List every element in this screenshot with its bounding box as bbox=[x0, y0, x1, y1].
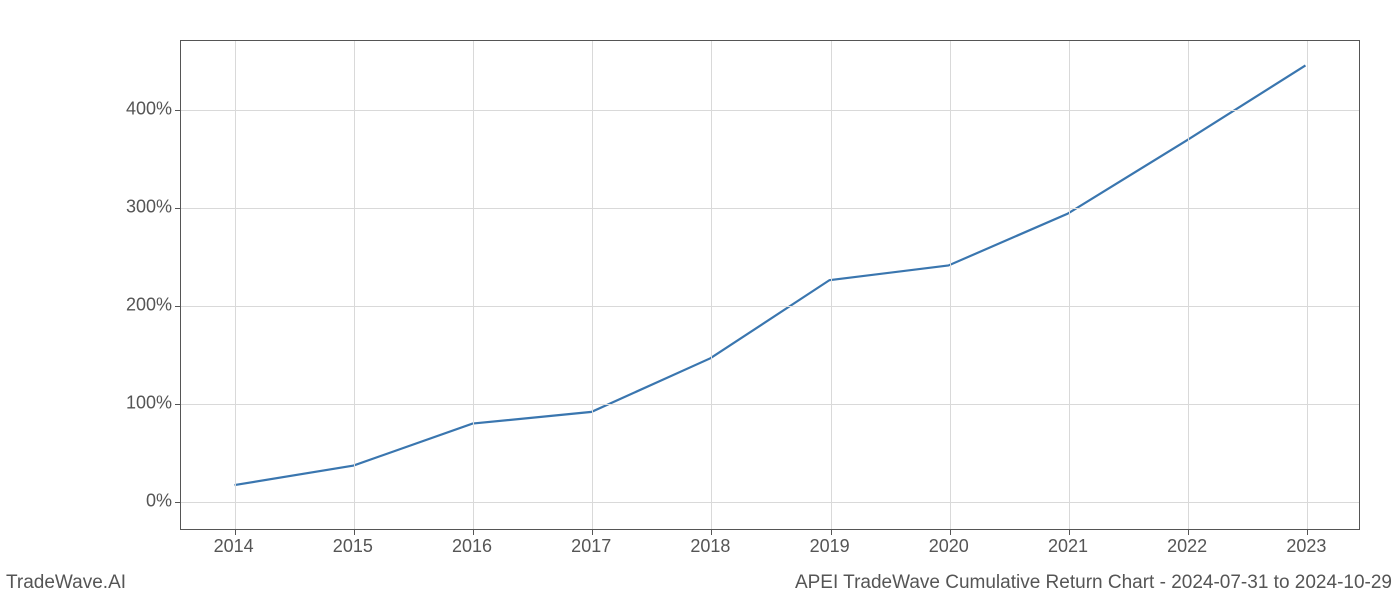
plot-area bbox=[180, 40, 1360, 530]
gridline-vertical bbox=[1069, 41, 1070, 529]
ytick-mark bbox=[175, 306, 181, 307]
ytick-label: 0% bbox=[146, 490, 172, 511]
xtick-label: 2023 bbox=[1286, 536, 1326, 557]
ytick-label: 300% bbox=[126, 196, 172, 217]
gridline-vertical bbox=[473, 41, 474, 529]
xtick-mark bbox=[831, 529, 832, 535]
xtick-mark bbox=[473, 529, 474, 535]
gridline-vertical bbox=[592, 41, 593, 529]
ytick-label: 100% bbox=[126, 392, 172, 413]
ytick-mark bbox=[175, 404, 181, 405]
line-chart-svg bbox=[181, 41, 1359, 529]
ytick-mark bbox=[175, 110, 181, 111]
gridline-vertical bbox=[711, 41, 712, 529]
chart-container bbox=[180, 40, 1360, 530]
xtick-mark bbox=[592, 529, 593, 535]
xtick-label: 2021 bbox=[1048, 536, 1088, 557]
xtick-mark bbox=[1069, 529, 1070, 535]
xtick-label: 2020 bbox=[929, 536, 969, 557]
xtick-label: 2016 bbox=[452, 536, 492, 557]
ytick-label: 400% bbox=[126, 98, 172, 119]
ytick-label: 200% bbox=[126, 294, 172, 315]
gridline-vertical bbox=[1307, 41, 1308, 529]
xtick-label: 2019 bbox=[810, 536, 850, 557]
gridline-vertical bbox=[235, 41, 236, 529]
xtick-label: 2017 bbox=[571, 536, 611, 557]
gridline-vertical bbox=[1188, 41, 1189, 529]
xtick-label: 2015 bbox=[333, 536, 373, 557]
gridline-horizontal bbox=[181, 208, 1359, 209]
gridline-horizontal bbox=[181, 404, 1359, 405]
ytick-mark bbox=[175, 208, 181, 209]
gridline-horizontal bbox=[181, 502, 1359, 503]
gridline-horizontal bbox=[181, 306, 1359, 307]
gridline-vertical bbox=[354, 41, 355, 529]
xtick-mark bbox=[354, 529, 355, 535]
xtick-mark bbox=[235, 529, 236, 535]
xtick-mark bbox=[1307, 529, 1308, 535]
xtick-mark bbox=[950, 529, 951, 535]
xtick-label: 2014 bbox=[214, 536, 254, 557]
xtick-mark bbox=[711, 529, 712, 535]
cumulative-return-line bbox=[235, 65, 1306, 485]
footer-caption: APEI TradeWave Cumulative Return Chart -… bbox=[795, 572, 1392, 594]
xtick-label: 2022 bbox=[1167, 536, 1207, 557]
gridline-vertical bbox=[831, 41, 832, 529]
footer-brand: TradeWave.AI bbox=[6, 572, 126, 594]
xtick-label: 2018 bbox=[690, 536, 730, 557]
ytick-mark bbox=[175, 502, 181, 503]
xtick-mark bbox=[1188, 529, 1189, 535]
gridline-horizontal bbox=[181, 110, 1359, 111]
gridline-vertical bbox=[950, 41, 951, 529]
